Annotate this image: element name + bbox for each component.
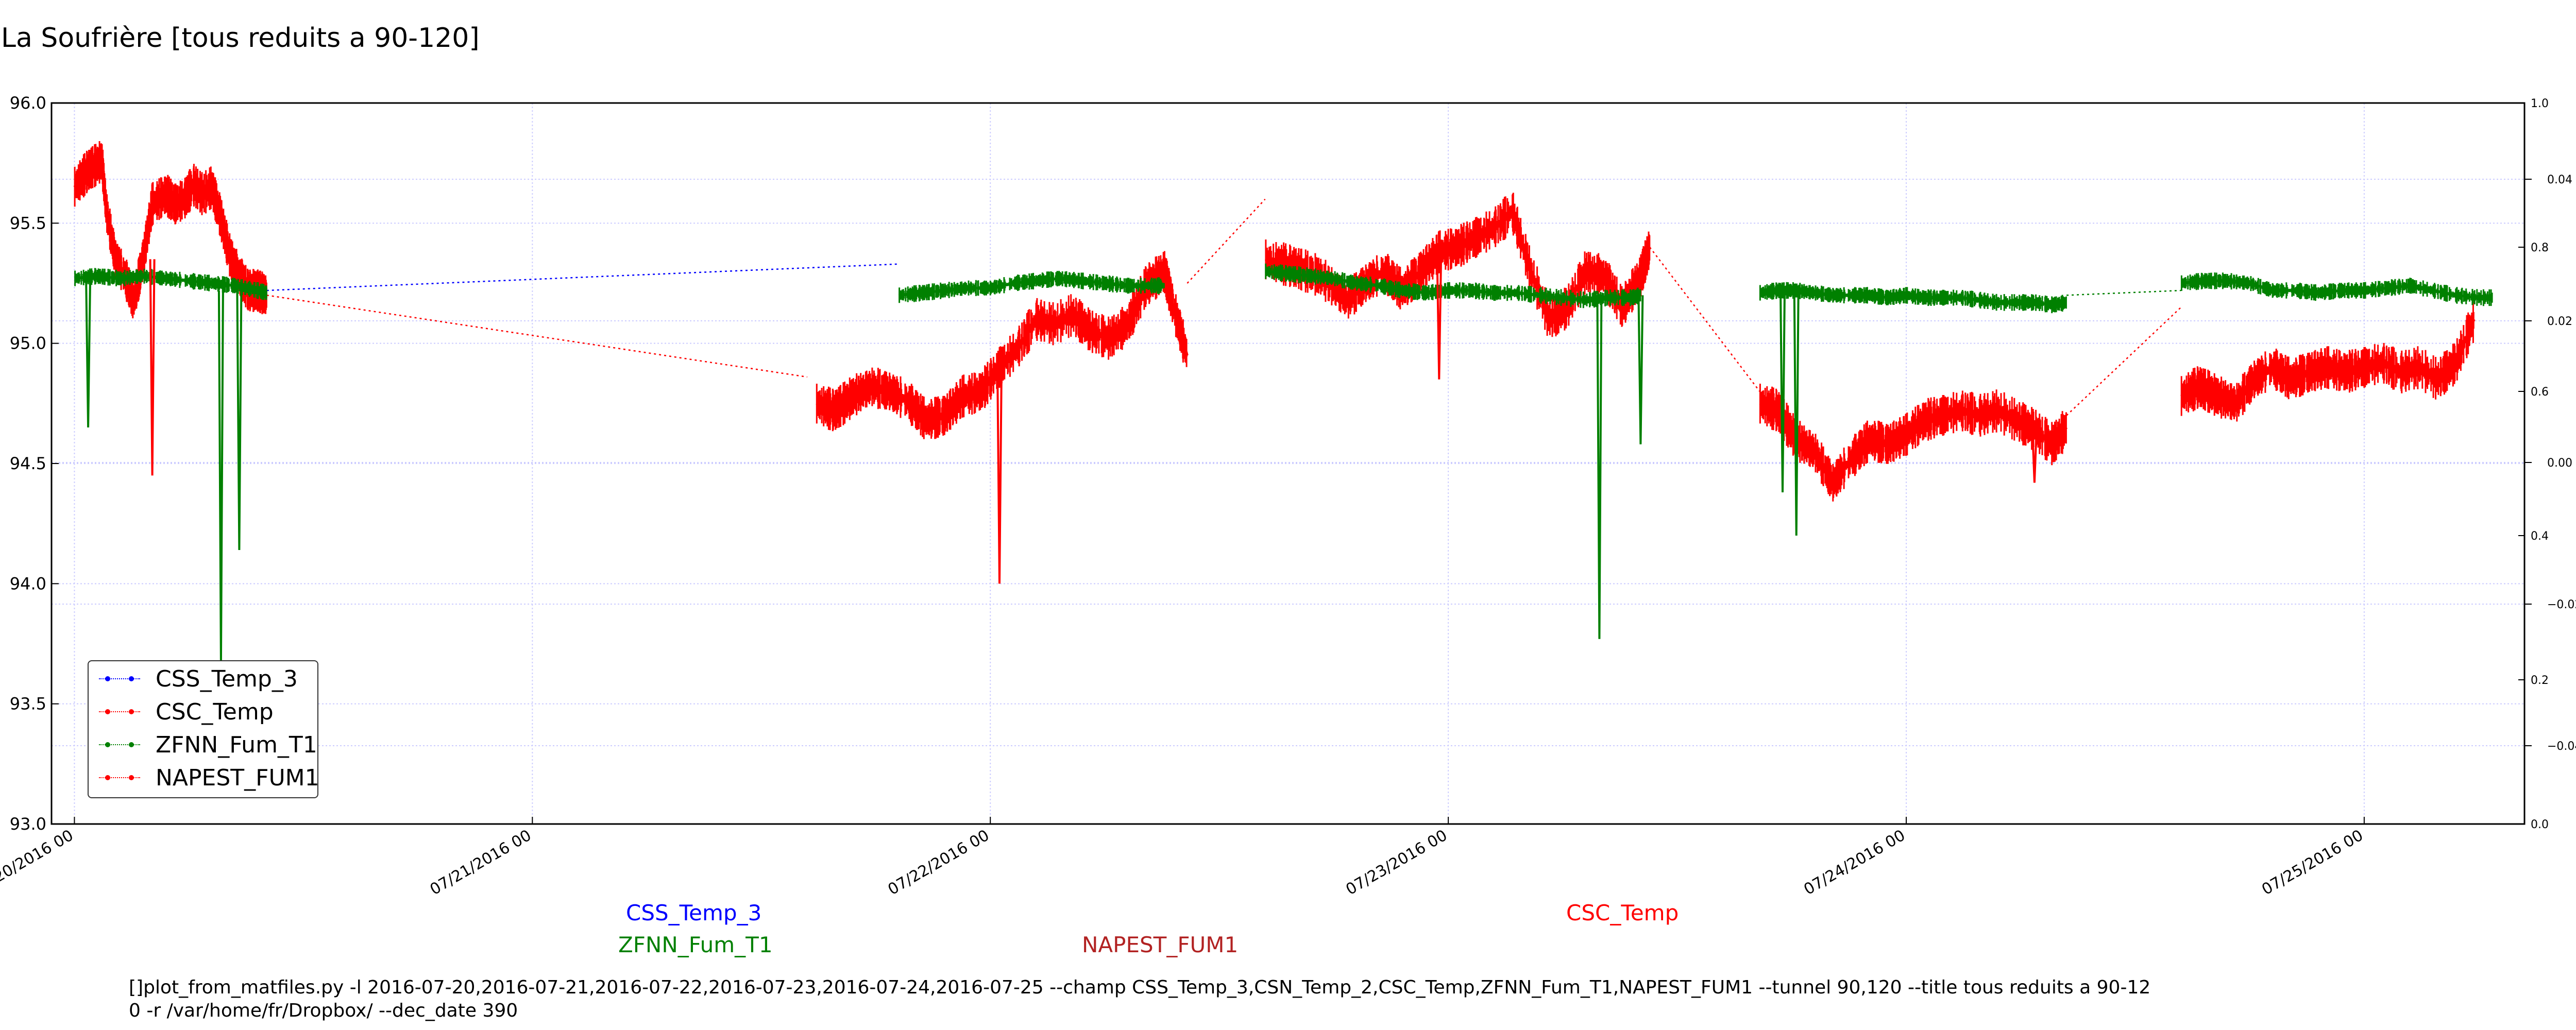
chart-title: La Soufrière [tous reduits a 90-120]: [1, 23, 480, 54]
legend-marker: [99, 674, 140, 684]
series-spike: [85, 278, 92, 428]
series-spike: [217, 290, 224, 663]
series-line-zfnn-fum-t1: [74, 274, 267, 295]
plot-frame: [50, 102, 2526, 825]
right-inner-tick-label: −0.04: [2547, 740, 2576, 753]
sublabel-napest-fum1: NAPEST_FUM1: [1082, 932, 1239, 957]
legend-label: ZFNN_Fum_T1: [156, 731, 317, 758]
sublabel-css-temp-3: CSS_Temp_3: [626, 900, 762, 925]
right-tick-label: 0.4: [2531, 530, 2549, 543]
series-trace-csc-temp: [1759, 384, 2067, 502]
right-inner-tick-label: −0.02: [2547, 598, 2576, 611]
legend-marker: [99, 740, 140, 750]
series-connector-line: [266, 263, 899, 291]
y-tick-label: 94.0: [10, 574, 46, 593]
right-tick-label: 0.6: [2531, 386, 2549, 399]
y-tick-label: 95.5: [10, 213, 46, 233]
series-trace-zfnn-fum-t1: [1759, 282, 2067, 314]
right-tick-label: 1.0: [2531, 97, 2549, 110]
right-inner-tick-label: 0.04: [2547, 174, 2572, 186]
x-tick-label: 07/25/2016 00: [2259, 827, 2366, 899]
series-connector-line: [2066, 306, 2182, 416]
legend-label: CSS_Temp_3: [156, 665, 298, 692]
series-layer: [73, 141, 2493, 663]
series-spike: [1780, 290, 1786, 493]
legend-marker: [99, 772, 140, 783]
legend-entry: NAPEST_FUM1: [99, 762, 319, 793]
series-line-csc-temp: [73, 158, 267, 305]
series-spike: [149, 259, 156, 476]
series-spike: [1596, 295, 1603, 639]
x-tick-label: 07/23/2016 00: [1343, 827, 1451, 899]
series-spike: [1793, 290, 1800, 536]
y-tick-label: 95.0: [10, 334, 46, 353]
y-tick-label: 93.5: [10, 694, 46, 714]
series-line-zfnn-fum-t1: [1759, 289, 2067, 306]
legend-marker: [99, 707, 140, 717]
right-tick-label: 0.0: [2531, 818, 2549, 831]
series-trace-csc-temp: [1265, 193, 1651, 337]
series-trace-zfnn-fum-t1: [899, 270, 1165, 303]
y-tick-label: 93.0: [10, 814, 46, 834]
x-tick-label: 07/20/2016 00: [0, 827, 76, 899]
sublabel-zfnn-fum-t1: ZFNN_Fum_T1: [618, 932, 773, 957]
series-spike: [1637, 295, 1644, 444]
right-tick-label: 0.8: [2531, 242, 2549, 254]
x-tick-label: 07/24/2016 00: [1801, 827, 1908, 899]
series-line-csc-temp: [816, 269, 1189, 422]
right-inner-tick-label: 0.00: [2547, 457, 2572, 470]
x-tick-label: 07/21/2016 00: [427, 827, 535, 899]
axis-layer: 93.0 93.5 94.0 94.5 95.0 95.5 96.0 0.0 0.2 0.4 0.6…: [0, 93, 2576, 899]
legend-entry: CSC_Temp: [99, 696, 274, 727]
y-tick-label: 94.5: [10, 454, 46, 473]
series-spike: [1436, 252, 1443, 380]
series-trace-csc-temp: [2180, 300, 2475, 422]
sublabel-csc-temp: CSC_Temp: [1566, 900, 1679, 925]
right-inner-tick-label: 0.02: [2547, 315, 2572, 328]
series-line-zfnn-fum-t1: [899, 277, 1164, 297]
command-line-caption: []plot_from_matfiles.py -l 2016-07-20,20…: [129, 976, 2344, 1022]
legend-entry: CSS_Temp_3: [99, 663, 298, 694]
y-tick-label: 96.0: [10, 93, 46, 113]
series-trace-zfnn-fum-t1: [2180, 272, 2493, 306]
command-line-1: []plot_from_matfiles.py -l 2016-07-20,20…: [129, 977, 2151, 998]
legend-label: NAPEST_FUM1: [156, 764, 319, 791]
x-tick-label: 07/22/2016 00: [885, 827, 993, 899]
chart-legend: CSS_Temp_3 CSC_Temp ZFNN_Fum_T1 NAPEST_F…: [88, 660, 319, 798]
series-line-csc-temp: [1759, 402, 2068, 485]
command-line-2: 0 -r /var/home/fr/Dropbox/ --dec_date 39…: [129, 1000, 518, 1021]
series-connector-line: [1649, 247, 1760, 392]
series-line-zfnn-fum-t1: [2181, 279, 2493, 299]
series-spike: [996, 367, 1003, 584]
series-line-csc-temp: [1264, 209, 1651, 321]
legend-entry: ZFNN_Fum_T1: [99, 729, 317, 760]
series-connector-line: [2066, 289, 2181, 296]
series-connector-line: [1187, 198, 1266, 284]
series-connector-line: [266, 295, 807, 378]
right-tick-label: 0.2: [2531, 674, 2549, 687]
grid-lines: [52, 102, 2524, 825]
legend-label: CSC_Temp: [156, 698, 274, 725]
series-line-zfnn-fum-t1: [1265, 270, 1641, 302]
series-spike: [236, 290, 243, 551]
series-spike: [2031, 430, 2038, 483]
series-line-csc-temp: [2180, 319, 2476, 405]
